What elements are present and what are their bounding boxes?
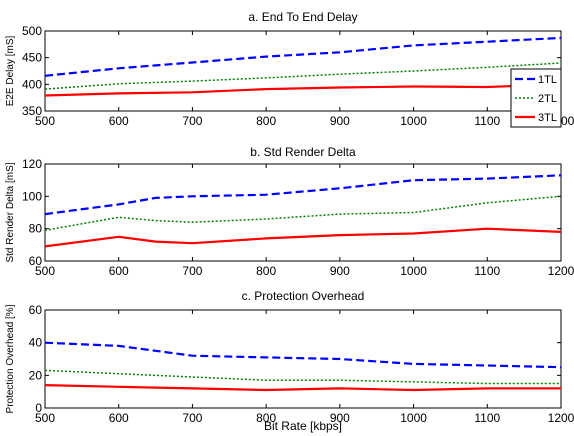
plot-area	[44, 163, 562, 262]
series-line-3TL	[44, 227, 562, 248]
y-axis-label: Std Render Delta [mS]	[5, 162, 16, 262]
chart-title: c. Protection Overhead	[242, 289, 365, 303]
y-tick-label: 80	[29, 222, 43, 236]
y-tick-label: 450	[22, 51, 42, 65]
x-tick-label: 600	[109, 411, 129, 425]
x-tick-label: 500	[35, 264, 55, 278]
x-tick-label: 800	[256, 411, 276, 425]
chart-panel-1: a. End To End Delay 500 600 700 800 900 1000 11…	[5, 10, 574, 128]
x-tick-label: 1100	[474, 114, 500, 128]
y-tick-label: 100	[22, 189, 42, 203]
x-tick-label: 500	[35, 411, 55, 425]
x-tick-label: 700	[182, 114, 202, 128]
y-axis-label: Protection Overhead [%]	[5, 304, 16, 413]
x-tick-label: 600	[109, 114, 129, 128]
series-line-1TL	[44, 36, 562, 77]
x-tick-label: 1000	[400, 264, 427, 278]
x-tick-label: 1000	[400, 411, 427, 425]
x-tick-label: 1100	[474, 264, 500, 278]
chart-title: a. End To End Delay	[248, 10, 357, 24]
x-tick-label: 500	[35, 114, 55, 128]
x-tick-label: 1200	[548, 264, 574, 278]
y-tick-label: 60	[29, 303, 43, 317]
plot-area	[44, 30, 562, 112]
x-tick-label: 600	[109, 264, 129, 278]
x-tick-label: 900	[330, 264, 350, 278]
series-line-1TL	[44, 174, 562, 216]
y-tick-label: 20	[29, 368, 43, 382]
chart-panel-2: b. Std Render Delta 500 600 700 800 900 1000 11…	[5, 145, 574, 278]
x-tick-label: 700	[182, 264, 202, 278]
y-tick-label: 0	[35, 401, 42, 415]
y-tick-label: 60	[29, 254, 43, 268]
legend-label-3TL: 3TL	[538, 112, 557, 124]
x-tick-label: 1000	[400, 114, 427, 128]
series-line-3TL	[44, 83, 562, 97]
x-tick-label: 1100	[474, 411, 500, 425]
y-tick-label: 40	[29, 336, 43, 350]
y-tick-label: 350	[22, 104, 42, 118]
series-line-1TL	[44, 341, 562, 369]
x-tick-label: 900	[330, 411, 350, 425]
x-tick-label: 700	[182, 411, 202, 425]
x-axis-label: Bit Rate [kbps]	[264, 419, 342, 433]
y-tick-label: 400	[22, 77, 42, 91]
legend: 1TL 2TL 3TL	[510, 68, 562, 128]
legend-label-2TL: 2TL	[538, 93, 557, 105]
series-line-3TL	[44, 384, 561, 392]
x-tick-label: 800	[256, 264, 276, 278]
legend-label-1TL: 1TL	[538, 74, 557, 86]
x-tick-label: 1200	[548, 411, 574, 425]
x-tick-label: 800	[256, 114, 276, 128]
y-tick-label: 500	[22, 24, 42, 38]
x-tick-label: 900	[330, 114, 350, 128]
y-tick-label: 120	[22, 157, 42, 171]
y-axis-label: E2E Delay [mS]	[5, 35, 16, 106]
chart-title: b. Std Render Delta	[250, 145, 356, 159]
